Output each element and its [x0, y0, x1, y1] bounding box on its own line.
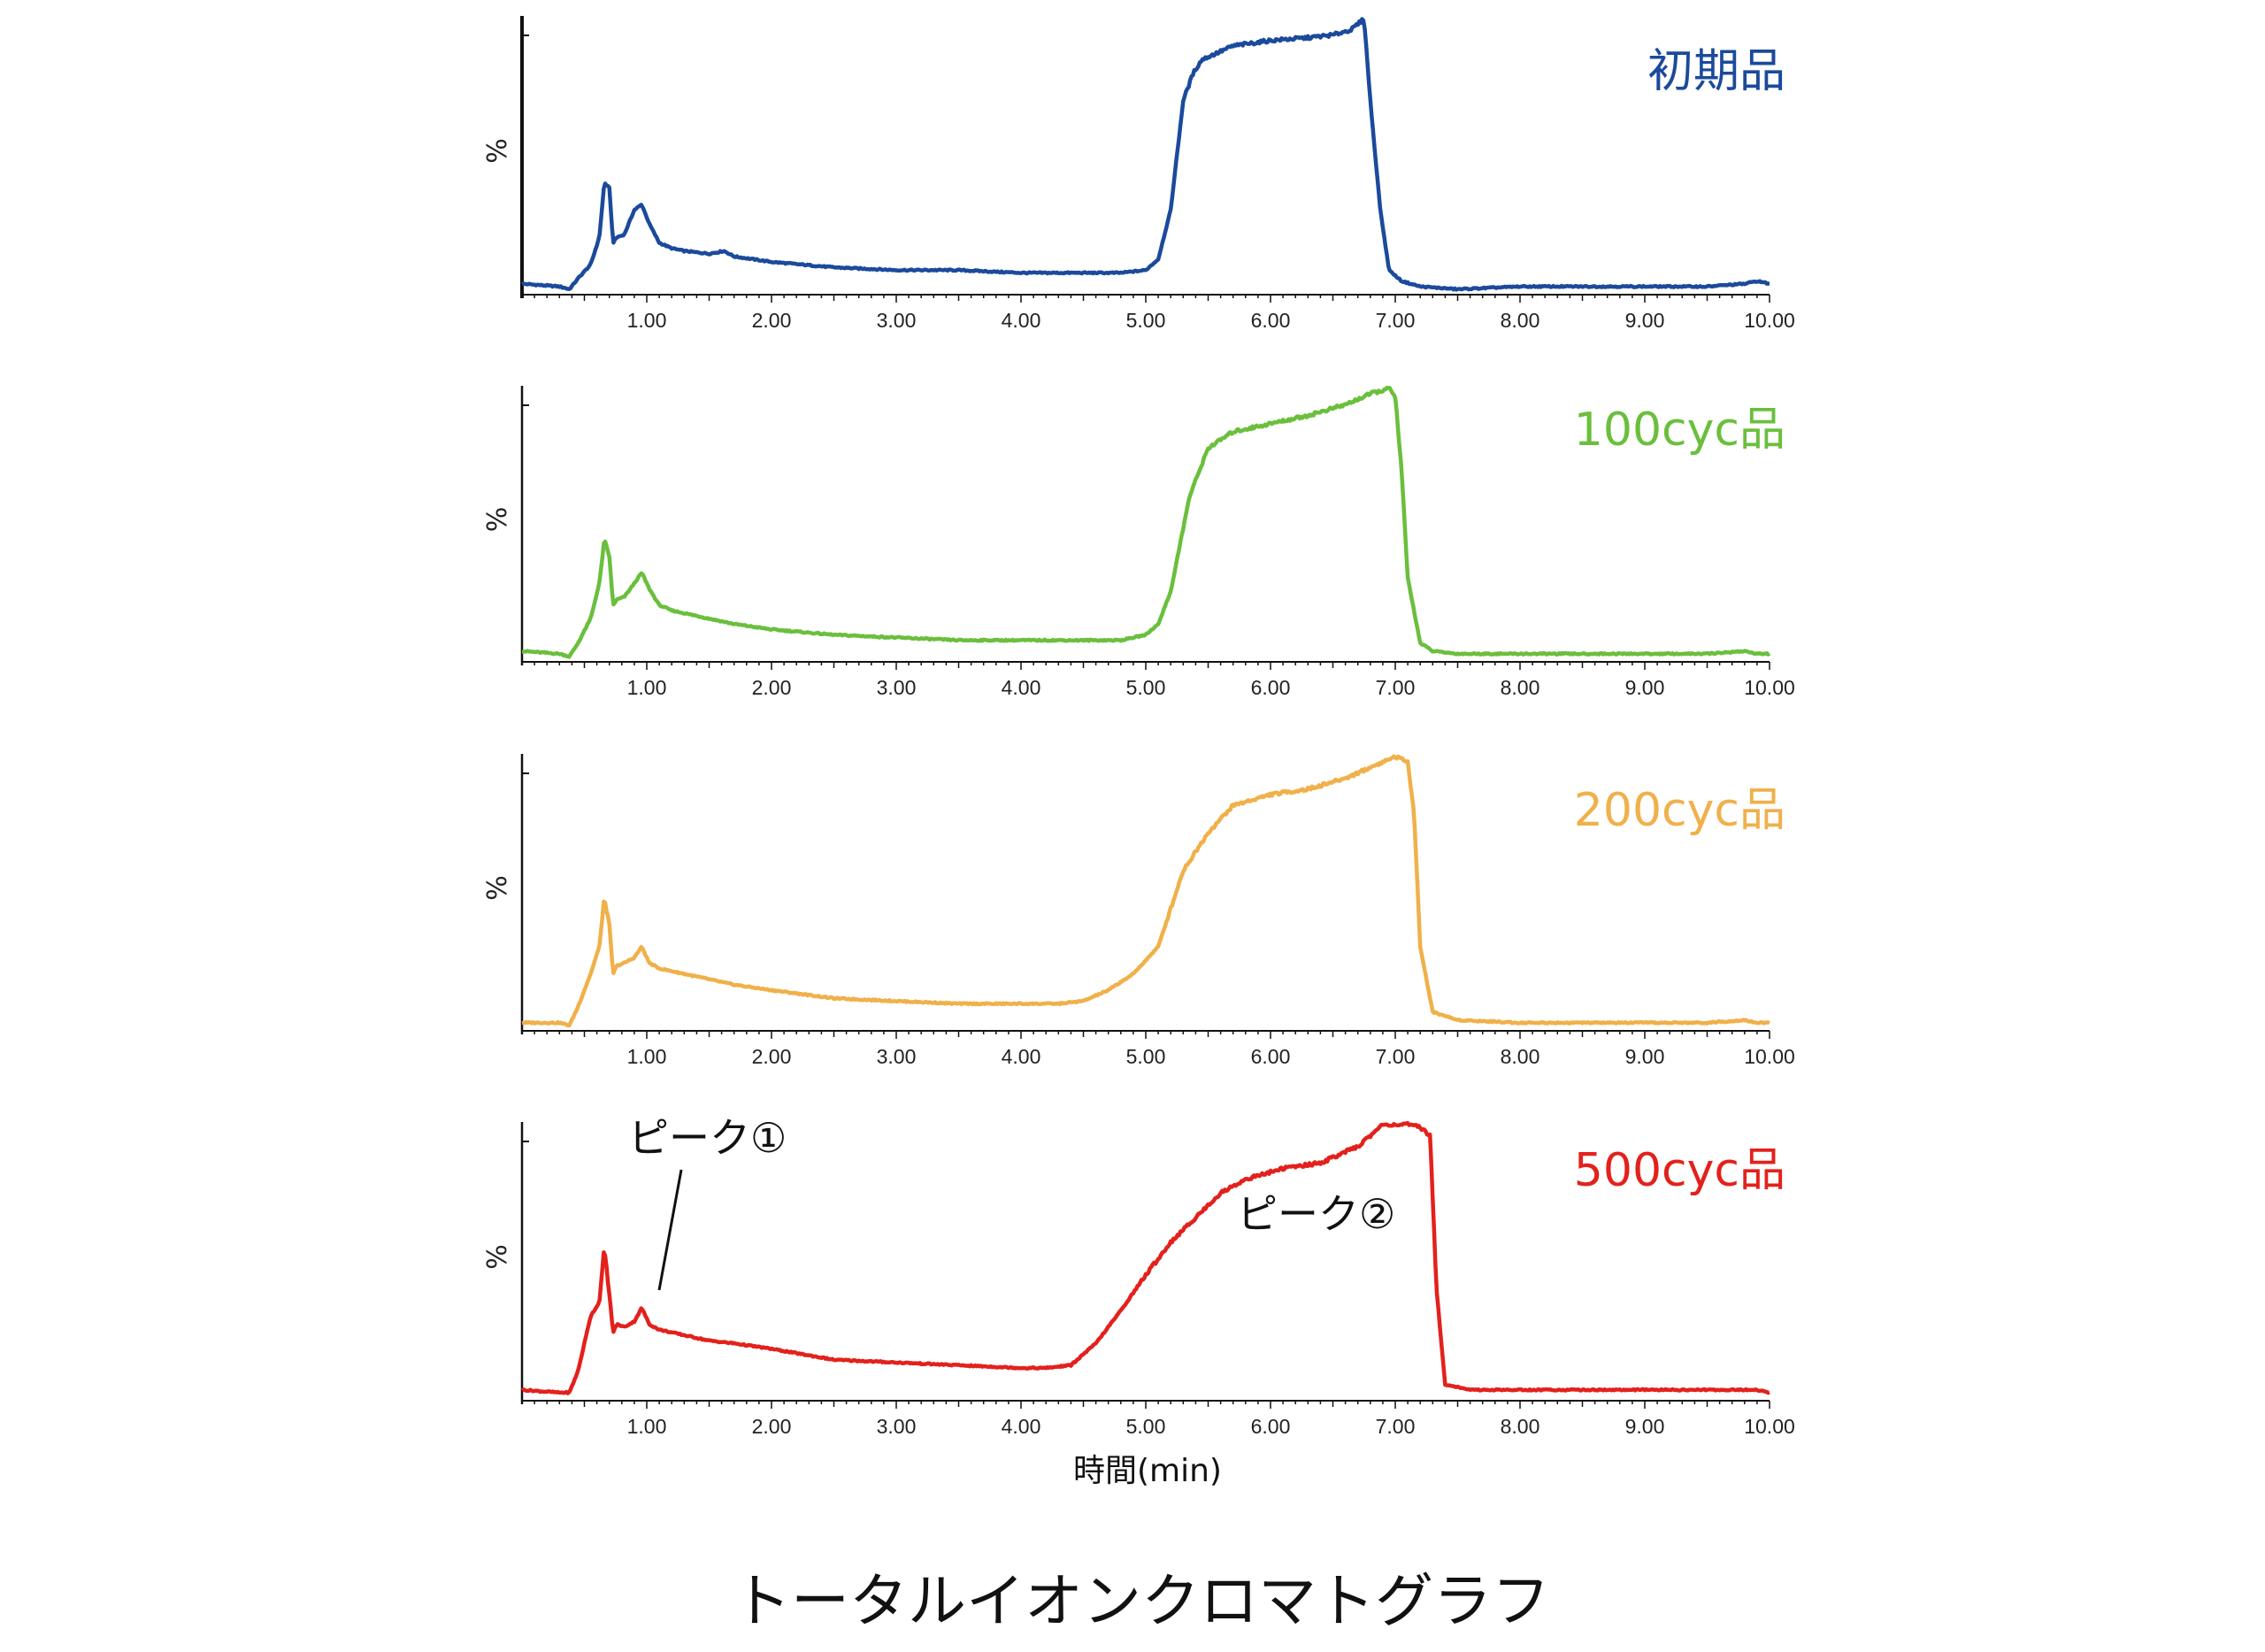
x-tick-label: 6.00: [1251, 309, 1291, 332]
series-line: [521, 17, 1770, 292]
x-tick-label: 9.00: [1625, 1415, 1665, 1438]
series-label: 500cyc品: [1574, 1144, 1785, 1197]
x-tick-label: 9.00: [1625, 309, 1665, 332]
x-tick-label: 6.00: [1251, 1415, 1291, 1438]
x-tick-label: 5.00: [1126, 309, 1166, 332]
x-tick-label: 8.00: [1501, 1045, 1540, 1068]
x-tick-label: 6.00: [1251, 676, 1291, 699]
x-tick-label: 5.00: [1126, 1415, 1166, 1438]
x-tick-label: 6.00: [1251, 1045, 1291, 1068]
x-tick-label: 2.00: [752, 309, 792, 332]
x-tick-label: 3.00: [877, 1415, 917, 1438]
peak1-leader-line: [657, 1169, 683, 1291]
x-tick-label: 10.00: [1744, 1045, 1795, 1068]
series-label: 200cyc品: [1574, 784, 1785, 837]
x-tick-label: 10.00: [1744, 676, 1795, 699]
panel-3: 1.00 2.00 3.00 4.00 5.00 6.00 7.00 8.00 9.00 10.0…: [482, 754, 1795, 1068]
x-tick-label: 2.00: [752, 676, 792, 699]
series-label: 初期品: [1647, 45, 1785, 98]
x-tick-label: 1.00: [627, 676, 667, 699]
y-axis-label: %: [482, 138, 513, 164]
panel-2: 1.00 2.00 3.00 4.00 5.00 6.00 7.00 8.00 9.00 10.0…: [482, 385, 1795, 699]
x-tick-label: 2.00: [752, 1045, 792, 1068]
x-tick-label: 3.00: [877, 309, 917, 332]
series-line: [521, 385, 1771, 659]
x-tick-label: 9.00: [1625, 1045, 1665, 1068]
x-tick-label: 8.00: [1501, 676, 1540, 699]
x-tick-label: 7.00: [1376, 309, 1416, 332]
x-tick-label: 10.00: [1744, 309, 1795, 332]
panel-1: 1.00 2.00 3.00 4.00 5.00 6.00 7.00 8.00 9.00 10.0…: [482, 16, 1795, 332]
y-axis-label: %: [482, 507, 513, 533]
x-tick-label: 4.00: [1002, 1415, 1041, 1438]
peak1-annotation: ピーク①: [628, 1114, 787, 1162]
x-tick-label: 4.00: [1002, 309, 1041, 332]
x-axis-label: 時間(min): [1073, 1453, 1222, 1489]
series-line: [520, 1120, 1770, 1395]
x-tick-label: 3.00: [877, 1045, 917, 1068]
x-tick-label: 8.00: [1501, 1415, 1540, 1438]
x-tick-label: 2.00: [752, 1415, 792, 1438]
x-tick-label: 1.00: [627, 1045, 667, 1068]
x-tick-label: 4.00: [1002, 676, 1041, 699]
x-tick-label: 7.00: [1376, 1415, 1416, 1438]
x-tick-label: 5.00: [1126, 1045, 1166, 1068]
series-label: 100cyc品: [1574, 403, 1785, 457]
x-tick-label: 10.00: [1744, 1415, 1795, 1438]
x-tick-label: 7.00: [1376, 1045, 1416, 1068]
x-tick-label: 8.00: [1501, 309, 1540, 332]
panel-4: 1.00 2.00 3.00 4.00 5.00 6.00 7.00 8.00 9.00 10.0…: [482, 1120, 1795, 1438]
peak2-annotation: ピーク②: [1237, 1190, 1395, 1238]
figure-title: トータルイオンクロマトグラフ: [733, 1567, 1550, 1635]
y-axis-label: %: [482, 1244, 513, 1270]
x-tick-label: 5.00: [1126, 676, 1166, 699]
x-tick-label: 9.00: [1625, 676, 1665, 699]
x-tick-label: 3.00: [877, 676, 917, 699]
x-tick-label: 1.00: [627, 309, 667, 332]
x-tick-label: 4.00: [1002, 1045, 1041, 1068]
series-line: [521, 754, 1770, 1028]
y-axis-label: %: [482, 875, 513, 901]
x-tick-label: 1.00: [627, 1415, 667, 1438]
x-tick-label: 7.00: [1376, 676, 1416, 699]
